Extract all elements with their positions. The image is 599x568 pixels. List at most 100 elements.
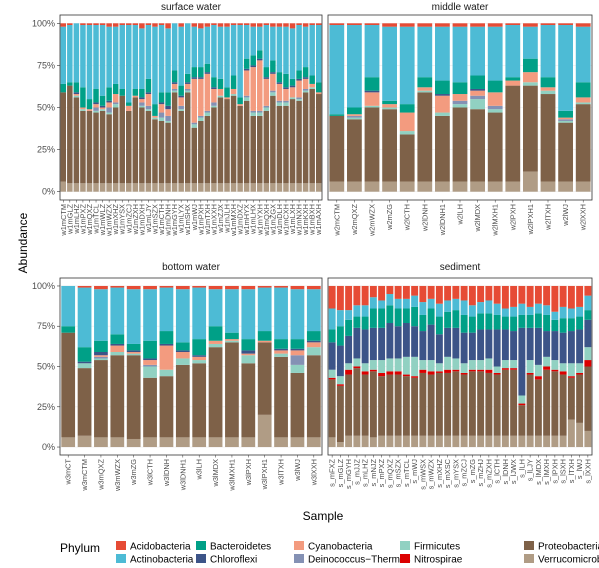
bar-segment-actinobacteria <box>230 25 237 76</box>
bar-segment-actinobacteria <box>296 25 302 71</box>
bar-s_mWSX <box>419 285 427 448</box>
bar-segment-actinobacteria <box>534 303 542 314</box>
bar-segment-verrucomicrobia <box>487 181 503 192</box>
x-tick-label: w1mDXZ <box>236 204 245 236</box>
legend-swatch <box>524 541 534 550</box>
bar-segment-cyanobacteria <box>558 117 573 120</box>
legend-items: Acidobacteria Actinobacteria Bacteroidetes… <box>116 541 599 566</box>
bar-segment-firmicutes <box>230 94 237 96</box>
x-tick-label: w2lLH <box>456 204 465 226</box>
x-tick-label: w1mLXH <box>288 204 297 235</box>
bar-s_lLJY <box>526 285 534 448</box>
legend-item: Firmicutes <box>400 541 460 553</box>
bar-segment-chloroflexi <box>435 94 450 96</box>
bar-segment-actinobacteria <box>126 289 141 344</box>
bar-segment-acidobacteria <box>559 285 567 307</box>
bar-segment-chloroflexi <box>576 329 584 364</box>
bar-segment-proteobacteria <box>523 85 538 172</box>
bar-segment-actinobacteria <box>523 26 538 59</box>
bar-segment-chloroflexi <box>477 329 485 361</box>
bar-segment-chloroflexi <box>110 343 125 346</box>
bar-segment-actinobacteria <box>540 25 556 78</box>
bar-segment-chloroflexi <box>460 332 468 364</box>
bar-segment-cyanobacteria <box>165 109 171 116</box>
x-tick-label: w1mXHZ <box>111 204 120 236</box>
x-tick-label: w1mPXH <box>196 204 205 236</box>
bar-segment-verrucomicrobia <box>361 435 369 448</box>
bar-segment-deinococcus-thermus <box>470 95 485 100</box>
bar-segment-nitrospirae <box>501 368 509 370</box>
bar-w1mCTM <box>60 23 67 192</box>
bar-segment-nitrospirae <box>394 371 402 375</box>
bar-segment-verrucomicrobia <box>208 437 223 448</box>
bar-segment-bacteroidetes <box>386 305 394 324</box>
bar-segment-chloroflexi <box>419 331 427 361</box>
bar-s_lTXH <box>567 285 575 448</box>
bar-segment-acidobacteria <box>204 23 211 27</box>
bar-segment-proteobacteria <box>250 115 256 184</box>
bar-segment-actinobacteria <box>276 26 283 73</box>
bar-segment-cyanobacteria <box>198 78 204 116</box>
bar-segment-bacteroidetes <box>126 102 132 106</box>
bar-segment-firmicutes <box>159 369 174 377</box>
bar-segment-chloroflexi <box>369 327 377 361</box>
bar-segment-acidobacteria <box>237 23 243 26</box>
bar-segment-bacteroidetes <box>477 313 485 330</box>
bar-segment-chloroflexi <box>510 331 518 361</box>
bar-segment-actinobacteria <box>263 25 270 68</box>
bar-segment-actinobacteria <box>250 26 256 56</box>
bar-segment-cyanobacteria <box>171 83 178 89</box>
bar-segment-verrucomicrobia <box>435 181 450 192</box>
bar-segment-verrucomicrobia <box>257 183 263 192</box>
legend-title: Phylum <box>60 541 100 555</box>
bar-segment-acidobacteria <box>353 285 361 306</box>
bar-segment-cyanobacteria <box>237 104 243 106</box>
bar-segment-acidobacteria <box>345 285 353 311</box>
bar-segment-cyanobacteria <box>382 104 397 108</box>
bar-segment-cyanobacteria <box>241 353 256 356</box>
x-tick-label: w3mQXZ <box>96 459 105 491</box>
bar-segment-proteobacteria <box>477 371 485 436</box>
bar-segment-chloroflexi <box>77 361 92 364</box>
legend-label: Chloroflexi <box>210 555 257 566</box>
bar-segment-deinococcus-thermus <box>290 355 305 365</box>
x-tick-label: w1mQXZ <box>85 204 94 236</box>
bar-w2lLH <box>452 23 468 192</box>
panel-title: sediment <box>440 262 481 273</box>
bar-segment-acidobacteria <box>158 23 165 26</box>
bar-segment-acidobacteria <box>402 285 410 299</box>
x-tick-label: w2lXXH <box>579 204 588 231</box>
bar-segment-actinobacteria <box>558 25 573 111</box>
bar-segment-cyanobacteria <box>296 80 302 98</box>
bar-segment-acidobacteria <box>523 23 538 27</box>
bar-segment-verrucomicrobia <box>417 181 433 192</box>
bar-w2lDNH1 <box>435 23 450 192</box>
bar-segment-actinobacteria <box>191 26 198 68</box>
x-tick-label: w1mLJY <box>144 204 153 233</box>
bar-segment-verrucomicrobia <box>526 435 534 448</box>
bar-segment-actinobacteria <box>487 26 503 81</box>
bar-segment-acidobacteria <box>225 285 239 290</box>
bar-segment-cyanobacteria <box>145 94 152 106</box>
bar-segment-chloroflexi <box>386 323 394 359</box>
bar-segment-actinobacteria <box>178 26 184 86</box>
bar-segment-proteobacteria <box>470 109 485 182</box>
bar-w3lPXH <box>241 285 256 448</box>
bar-segment-proteobacteria <box>435 115 450 182</box>
bar-segment-firmicutes <box>551 360 559 370</box>
bar-segment-actinobacteria <box>394 298 402 309</box>
bar-segment-actinobacteria <box>382 26 397 101</box>
bar-segment-actinobacteria <box>204 26 211 64</box>
bar-segment-bacteroidetes <box>158 92 165 103</box>
bar-segment-proteobacteria <box>204 115 211 184</box>
bar-segment-acidobacteria <box>283 23 289 27</box>
bar-segment-actinobacteria <box>224 26 230 88</box>
bar-segment-actinobacteria <box>184 23 191 74</box>
bar-segment-firmicutes <box>460 363 468 373</box>
bar-segment-chloroflexi <box>345 335 353 364</box>
bar-segment-proteobacteria <box>257 342 272 415</box>
bar-segment-bacteroidetes <box>309 75 315 84</box>
bar-segment-bacteroidetes <box>80 87 86 108</box>
bar-segment-bacteroidetes <box>551 319 559 332</box>
bar-segment-bacteroidetes <box>518 314 526 328</box>
